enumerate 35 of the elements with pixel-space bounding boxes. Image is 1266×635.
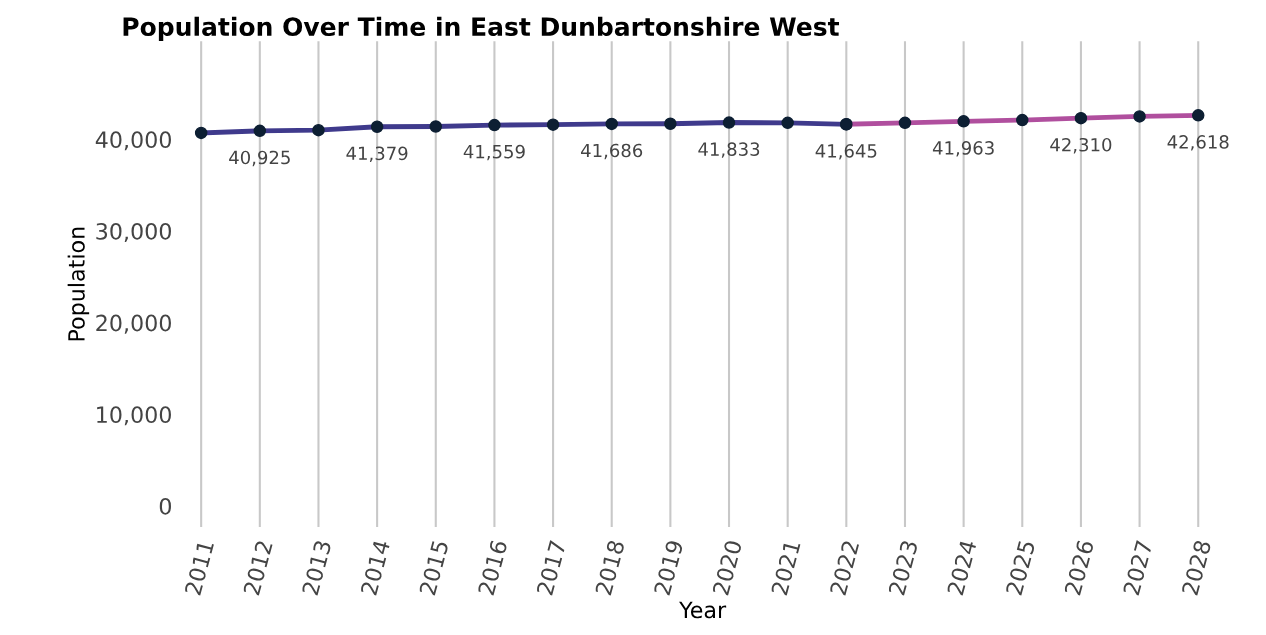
x-tick-label: 2025 [1005, 540, 1036, 596]
x-tick-label: 2028 [1181, 539, 1212, 596]
data-label: 41,963 [932, 141, 994, 157]
x-tick-label: 2011 [184, 540, 215, 596]
x-tick-label: 2020 [712, 539, 743, 596]
x-tick-label: 2026 [1064, 539, 1095, 596]
x-tick-label: 2024 [946, 539, 977, 596]
data-label: 41,686 [581, 143, 643, 160]
x-axis-title: Year [679, 601, 727, 619]
y-tick-label: 40,000 [95, 131, 171, 151]
x-tick-label: 2023 [888, 539, 919, 596]
data-label: 41,833 [698, 142, 760, 158]
data-label: 41,379 [346, 146, 408, 162]
x-tick-label: 2014 [360, 539, 391, 596]
x-tick-label: 2022 [829, 540, 860, 596]
data-label: 42,618 [1167, 135, 1229, 151]
y-axis-title: Population [67, 227, 90, 341]
x-tick-label: 2018 [594, 539, 625, 596]
x-tick-label: 2027 [1122, 540, 1153, 596]
x-tick-label: 2015 [418, 540, 449, 596]
x-tick-label: 2017 [536, 540, 567, 596]
x-tick-label: 2012 [242, 540, 273, 596]
data-label: 40,925 [229, 150, 290, 167]
y-tick-label: 20,000 [96, 314, 171, 334]
data-label: 41,645 [815, 144, 877, 160]
y-tick-label: 0 [159, 497, 171, 515]
data-label: 41,559 [463, 144, 525, 161]
x-tick-label: 2013 [301, 539, 332, 596]
chart-title: Population Over Time in East Dunbartonshire West [123, 16, 840, 41]
y-tick-label: 10,000 [97, 406, 171, 426]
x-tick-label: 2016 [477, 539, 508, 596]
x-tick-label: 2019 [653, 539, 684, 596]
data-label: 42,310 [1050, 137, 1112, 154]
x-tick-label: 2021 [770, 540, 801, 596]
y-tick-label: 30,000 [96, 222, 171, 243]
